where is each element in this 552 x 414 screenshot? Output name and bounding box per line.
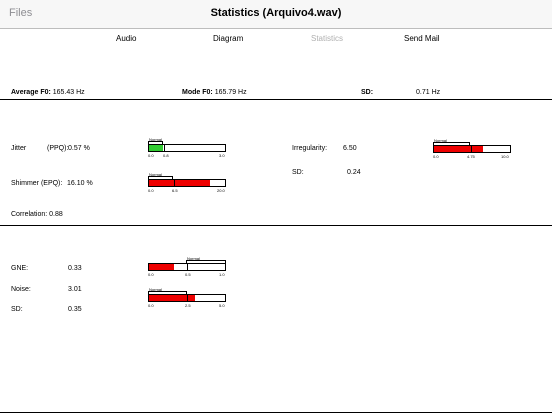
correlation-label: Correlation:	[11, 211, 48, 218]
navigation-bar	[0, 0, 552, 29]
irregularity-scale-mid: 4.75	[467, 154, 475, 159]
correlation-value: 0.88	[49, 211, 63, 218]
noise-scale-min: 0.0	[148, 303, 154, 308]
tab-diagram[interactable]: Diagram	[213, 34, 244, 43]
gne-scale-mid: 0.5	[185, 272, 191, 277]
noise-normal-bracket	[148, 291, 187, 294]
average-f0: Average F0: 165.43 Hz	[11, 89, 85, 96]
average-f0-value: 165.43 Hz	[52, 89, 85, 96]
jitter-label: Jitter	[11, 145, 27, 152]
irregularity-normal-bracket	[433, 142, 470, 145]
noise-normal-label: Normal	[149, 287, 162, 292]
divider-bottom	[0, 412, 552, 413]
jitter-scale-mid: 0.8	[163, 153, 169, 158]
gne-scale-min: 0.0	[148, 272, 154, 277]
irregularity-scale-max: 10.0	[501, 154, 509, 159]
jitter-normal-bracket	[148, 141, 163, 144]
jitter-scale-min: 0.0	[148, 153, 154, 158]
jitter-type: (PPQ):	[47, 145, 69, 152]
shimmer-bar-fill	[149, 180, 211, 186]
gne-label: GNE:	[11, 265, 29, 272]
noise-bar-tick	[187, 295, 188, 301]
jitter-bar-fill	[149, 145, 164, 151]
section1-sd-label: SD:	[292, 169, 304, 176]
jitter-scale-max: 3.0	[219, 153, 225, 158]
irregularity-bar	[433, 145, 511, 153]
average-f0-label: Average F0:	[11, 89, 51, 96]
gne-normal-bracket	[186, 260, 226, 263]
shimmer-label: Shimmer (EPQ):	[11, 180, 63, 187]
divider-top	[0, 99, 552, 100]
mode-f0: Mode F0: 165.79 Hz	[182, 89, 247, 96]
shimmer-value: 16.10 %	[67, 180, 93, 187]
irregularity-value: 6.50	[343, 145, 357, 152]
tab-send-mail[interactable]: Send Mail	[404, 34, 440, 43]
irregularity-bar-tick	[471, 146, 472, 152]
irregularity-label: Irregularity:	[292, 145, 328, 152]
shimmer-scale-max: 20.0	[217, 188, 225, 193]
irregularity-normal-label: Normal	[434, 138, 447, 143]
gne-bar-fill	[149, 264, 175, 270]
mode-f0-value: 165.79 Hz	[214, 89, 247, 96]
summary-sd-value: 0.71 Hz	[416, 89, 441, 96]
section2-sd-label: SD:	[11, 306, 23, 313]
noise-scale-max: 5.0	[219, 303, 225, 308]
divider-middle	[0, 225, 552, 226]
tab-statistics[interactable]: Statistics	[311, 34, 344, 43]
noise-value: 3.01	[68, 286, 82, 293]
jitter-value: 0.57 %	[68, 145, 90, 152]
shimmer-normal-label: Normal	[149, 172, 162, 177]
summary-sd-label: SD:	[361, 89, 374, 96]
noise-scale-mid: 2.5	[185, 303, 191, 308]
section1-sd-value: 0.24	[347, 169, 361, 176]
shimmer-scale-min: 0.0	[148, 188, 154, 193]
noise-label: Noise:	[11, 286, 31, 293]
files-back-button[interactable]: Files	[9, 7, 33, 19]
mode-f0-label: Mode F0:	[182, 89, 213, 96]
gne-bar-tick	[187, 264, 188, 270]
irregularity-scale-min: 0.0	[433, 154, 439, 159]
jitter-bar	[148, 144, 226, 152]
noise-bar	[148, 294, 226, 302]
noise-bar-fill	[149, 295, 195, 301]
gne-value: 0.33	[68, 265, 82, 272]
section2-sd-value: 0.35	[68, 306, 82, 313]
gne-normal-label: Normal	[187, 256, 200, 261]
gne-bar	[148, 263, 226, 271]
shimmer-bar-tick	[174, 180, 175, 186]
shimmer-scale-mid: 6.5	[172, 188, 178, 193]
shimmer-normal-bracket	[148, 176, 173, 179]
correlation: Correlation: 0.88	[11, 211, 63, 218]
tab-audio[interactable]: Audio	[116, 34, 137, 43]
jitter-normal-label: Normal	[149, 137, 162, 142]
jitter-bar-tick	[164, 145, 165, 151]
page-title: Statistics (Arquivo4.wav)	[210, 7, 342, 19]
shimmer-bar	[148, 179, 226, 187]
irregularity-bar-fill	[434, 146, 484, 152]
gne-scale-max: 1.0	[219, 272, 225, 277]
